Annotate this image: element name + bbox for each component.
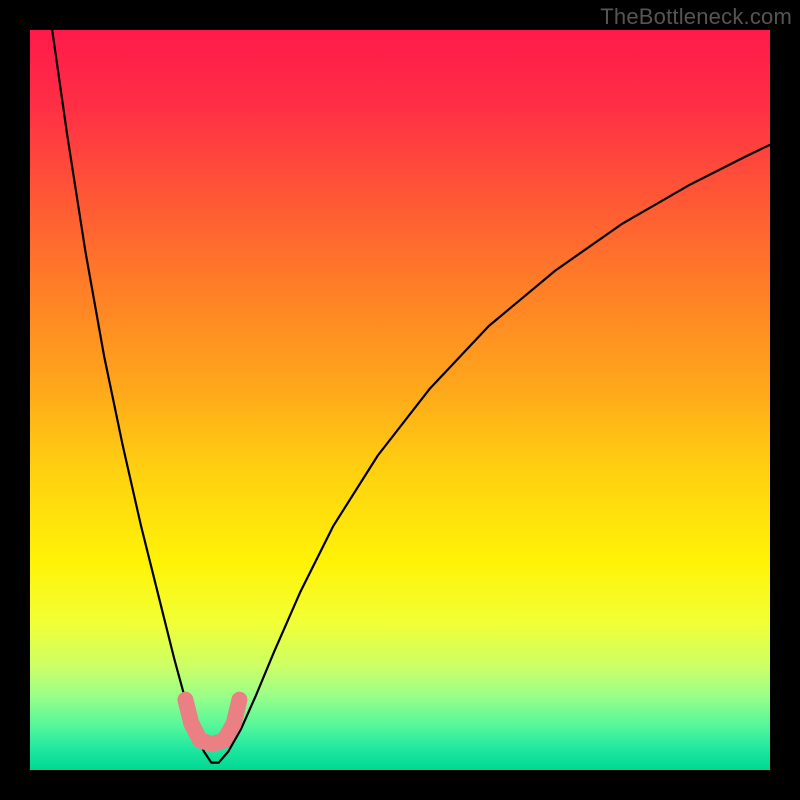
- bottleneck-chart-svg: [0, 0, 800, 800]
- plot-background: [30, 30, 770, 770]
- watermark-text: TheBottleneck.com: [600, 4, 792, 30]
- chart-root: TheBottleneck.com: [0, 0, 800, 800]
